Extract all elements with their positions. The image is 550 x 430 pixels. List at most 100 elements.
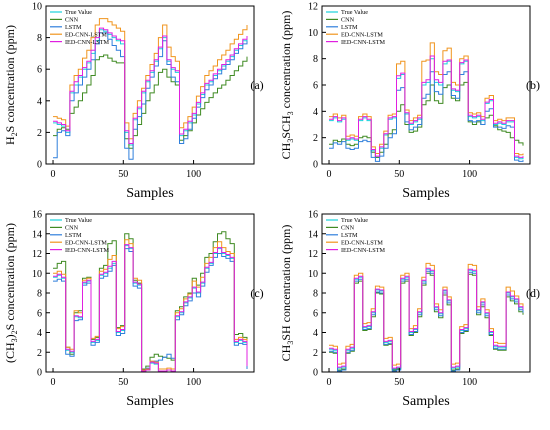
legend-label: True Value <box>341 217 368 224</box>
y-tick-label: 4 <box>313 328 318 339</box>
legend-label: CNN <box>65 225 79 232</box>
x-tick-label: 0 <box>327 377 332 388</box>
series-line-ied-cnn-lstm <box>53 244 248 372</box>
legend-label: IED-CNN-LSTM <box>341 247 385 254</box>
legend-label: ED-CNN-LSTM <box>65 31 107 38</box>
y-axis-label: H2S concentration (ppm) <box>3 25 19 145</box>
y-tick-label: 4 <box>313 107 318 118</box>
legend-label: ED-CNN-LSTM <box>65 239 107 246</box>
y-tick-label: 6 <box>313 81 318 92</box>
y-axis-label-part: CH <box>279 344 293 361</box>
y-axis-label-subscript: 3 <box>286 139 295 143</box>
y-axis-label-part: CH <box>279 142 293 159</box>
x-tick-label: 0 <box>327 169 332 180</box>
y-axis-label: (CH3)2S concentration (ppm) <box>3 223 19 363</box>
y-axis-label: CH3SH concentration (ppm) <box>279 225 295 362</box>
legend-label: IED-CNN-LSTM <box>65 247 109 254</box>
chart-panel-4: 0 2 4 6 8 10 12 14 16 0 50 100 Samples CH3SH concentr… <box>279 210 540 410</box>
series-line-ied-cnn-lstm <box>329 267 524 369</box>
series-line-cnn <box>329 272 524 371</box>
legend-label: IED-CNN-LSTM <box>341 39 385 46</box>
series-group <box>329 262 524 372</box>
legend-label: True Value <box>65 9 92 16</box>
y-axis-label-subscript: 3 <box>286 111 295 115</box>
y-tick-label: 10 <box>32 269 42 280</box>
y-axis-label-part: H <box>3 136 17 145</box>
y-tick-label: 12 <box>32 249 42 260</box>
y-tick-label: 2 <box>37 348 42 359</box>
y-tick-label: 0 <box>37 368 42 379</box>
series-group <box>53 231 248 372</box>
series-group <box>329 42 524 162</box>
y-tick-label: 8 <box>313 289 318 300</box>
series-line-cnn <box>329 81 524 158</box>
y-axis-label-subscript: 3 <box>286 341 295 345</box>
series-line-ied-cnn-lstm <box>53 27 248 144</box>
legend-label: IED-CNN-LSTM <box>65 39 109 46</box>
y-tick-label: 12 <box>308 2 318 13</box>
legend-label: CNN <box>341 17 355 24</box>
y-axis-label-subscript: 2 <box>10 330 19 334</box>
legend-label: CNN <box>65 17 79 24</box>
panel-label: (c) <box>250 286 263 300</box>
y-tick-label: 14 <box>308 229 318 240</box>
plot-frame <box>45 5 255 165</box>
y-axis-label-part: SH concentration (ppm) <box>279 225 293 341</box>
y-tick-label: 16 <box>308 210 318 221</box>
y-axis-label-part: SCH <box>279 115 293 139</box>
y-tick-label: 14 <box>32 229 42 240</box>
y-tick-label: 2 <box>313 348 318 359</box>
legend-label: ED-CNN-LSTM <box>341 31 383 38</box>
legend-label: LSTM <box>65 24 82 31</box>
panel-label: (b) <box>526 78 540 92</box>
y-axis-label-part: S concentration (ppm) <box>3 25 17 132</box>
y-tick-label: 0 <box>313 160 318 171</box>
y-axis-label-part: ) <box>3 334 17 338</box>
y-axis-label-part: (CH <box>3 342 17 363</box>
x-tick-label: 50 <box>394 169 404 180</box>
legend-label: LSTM <box>65 232 82 239</box>
y-axis-label-part: S concentration (ppm) <box>3 223 17 330</box>
legend-label: True Value <box>341 9 368 16</box>
y-axis-label-part: concentration (ppm) <box>279 11 293 112</box>
x-tick-label: 50 <box>118 169 128 180</box>
series-group <box>53 18 248 160</box>
legend-label: True Value <box>65 217 92 224</box>
x-tick-label: 0 <box>51 377 56 388</box>
y-axis-label-subscript: 2 <box>10 132 19 136</box>
panel-label: (d) <box>526 286 540 300</box>
x-tick-label: 100 <box>462 377 477 388</box>
y-tick-label: 6 <box>37 308 42 319</box>
legend-label: CNN <box>341 225 355 232</box>
y-tick-label: 10 <box>308 269 318 280</box>
series-line-lstm <box>53 32 248 160</box>
y-tick-label: 2 <box>313 133 318 144</box>
y-tick-label: 12 <box>308 249 318 260</box>
series-line-cnn <box>53 54 248 149</box>
y-tick-label: 8 <box>313 54 318 65</box>
series-line-lstm <box>329 71 524 162</box>
x-tick-label: 100 <box>462 169 477 180</box>
y-tick-label: 8 <box>37 289 42 300</box>
legend-label: ED-CNN-LSTM <box>341 239 383 246</box>
series-line-ed-cnn-lstm <box>53 18 248 140</box>
x-tick-label: 50 <box>118 377 128 388</box>
x-tick-label: 100 <box>186 377 201 388</box>
y-tick-label: 0 <box>37 160 42 171</box>
series-line-lstm <box>329 270 524 372</box>
panel-label: (a) <box>250 78 263 92</box>
y-tick-label: 6 <box>37 65 42 76</box>
x-tick-label: 50 <box>394 377 404 388</box>
y-tick-label: 10 <box>32 2 42 13</box>
y-tick-label: 4 <box>37 96 42 107</box>
y-tick-label: 10 <box>308 28 318 39</box>
y-tick-label: 4 <box>37 328 42 339</box>
legend-label: LSTM <box>341 24 358 31</box>
